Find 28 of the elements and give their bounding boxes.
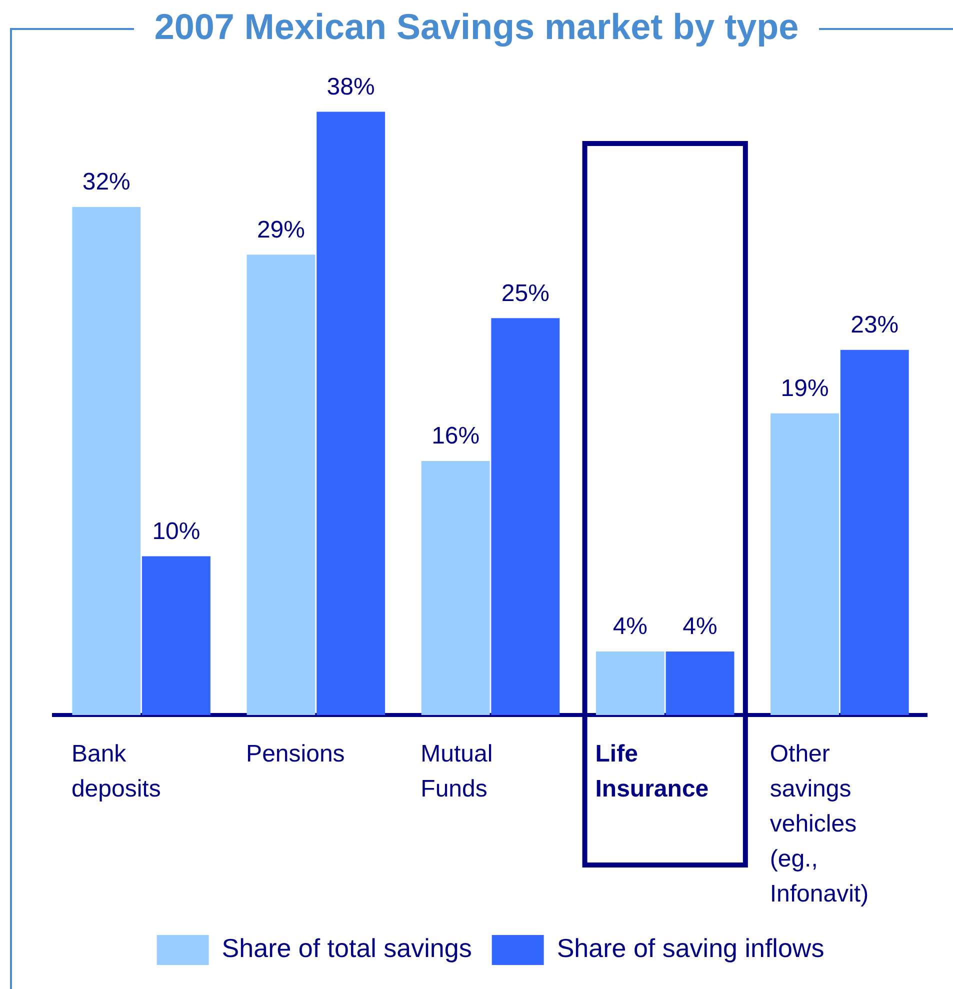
bar [770,413,839,715]
data-label: 29% [256,216,306,244]
bar [316,112,386,715]
bar [491,318,560,715]
data-label: 19% [780,375,829,402]
data-label: 4% [682,613,718,640]
chart-title: 2007 Mexican Savings market by type [134,6,819,47]
legend-label: Share of saving inflows [556,933,824,964]
bar [72,207,141,715]
data-label: 16% [432,422,480,450]
x-tick-label: Pensions [246,740,345,768]
x-tick-label: Other savings vehicles (eg., Infonavit) [770,740,869,908]
bar [666,652,734,715]
bar [421,461,490,715]
x-tick-label: Bank deposits [71,740,161,803]
bar [596,652,664,715]
data-label: 10% [152,518,200,545]
data-label: 23% [850,312,899,338]
x-tick-label: Life Insurance [595,740,709,803]
bar [246,254,316,715]
x-tick-label: Mutual Funds [420,740,493,803]
legend-label: Share of total savings [222,933,472,964]
bar [142,556,210,715]
data-label: 25% [501,280,550,307]
bar [840,350,909,715]
data-label: 4% [612,613,648,640]
data-label: 32% [82,168,130,196]
data-label: 38% [326,73,375,100]
